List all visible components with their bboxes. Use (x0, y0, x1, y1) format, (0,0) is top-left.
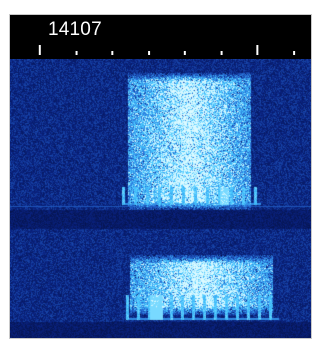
frequency-scale: 14107 (10, 15, 311, 59)
tick-major (38, 45, 41, 55)
tick-minor (75, 51, 78, 55)
waterfall-display: 14107 (9, 14, 312, 339)
tick-minor (293, 51, 296, 55)
tick-minor (148, 51, 151, 55)
tick-major (256, 45, 259, 55)
tick-minor (220, 51, 223, 55)
waterfall-canvas (10, 59, 311, 338)
frequency-label: 14107 (48, 19, 102, 40)
scale-ticks (38, 45, 296, 55)
tick-minor (183, 51, 186, 55)
tick-minor (111, 51, 114, 55)
